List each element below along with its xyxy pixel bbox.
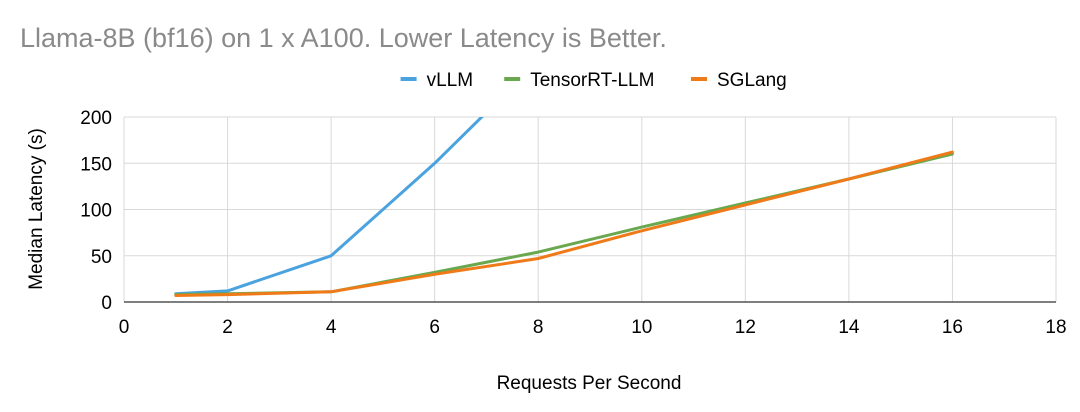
x-tick-label: 12 [735, 317, 756, 338]
y-tick-label: 50 [91, 247, 112, 268]
x-tick-label: 0 [119, 317, 130, 338]
x-tick-label: 18 [1045, 317, 1066, 338]
series-line-sglang [174, 150, 954, 297]
legend-label-tensorrt-llm: TensorRT-LLM [530, 70, 654, 91]
x-tick-label: 4 [326, 317, 337, 338]
x-tick-label: 6 [429, 317, 440, 338]
legend-item-vllm: vLLM [400, 70, 473, 91]
legend-label-sglang: SGLang [717, 70, 787, 91]
x-tick-label: 2 [222, 317, 233, 338]
series-line-vllm [174, 117, 484, 296]
y-tick-label: 0 [101, 293, 112, 314]
y-axis-label: Median Latency (s) [26, 128, 47, 290]
legend: vLLM TensorRT-LLM SGLang [400, 70, 787, 91]
x-tick-label: 14 [838, 317, 860, 338]
gridlines [123, 116, 1057, 303]
y-tick-label: 200 [80, 108, 112, 129]
x-tick-label: 16 [942, 317, 963, 338]
legend-label-vllm: vLLM [427, 70, 473, 91]
x-axis-label: Requests Per Second [497, 373, 682, 394]
y-tick-label: 100 [80, 201, 112, 222]
x-axis-ticks: 0 2 4 6 8 10 12 14 16 18 [119, 317, 1067, 338]
legend-item-sglang: SGLang [691, 70, 787, 91]
x-tick-label: 8 [533, 317, 544, 338]
series-line-tensorrt-llm [174, 152, 954, 297]
x-tick-label: 10 [631, 317, 652, 338]
chart-title: Llama-8B (bf16) on 1 x A100. Lower Laten… [20, 23, 667, 53]
legend-item-tensorrt-llm: TensorRT-LLM [504, 70, 654, 91]
y-axis-ticks: 0 50 100 150 200 [80, 108, 112, 314]
y-tick-label: 150 [80, 154, 112, 175]
plot-series [174, 117, 954, 297]
